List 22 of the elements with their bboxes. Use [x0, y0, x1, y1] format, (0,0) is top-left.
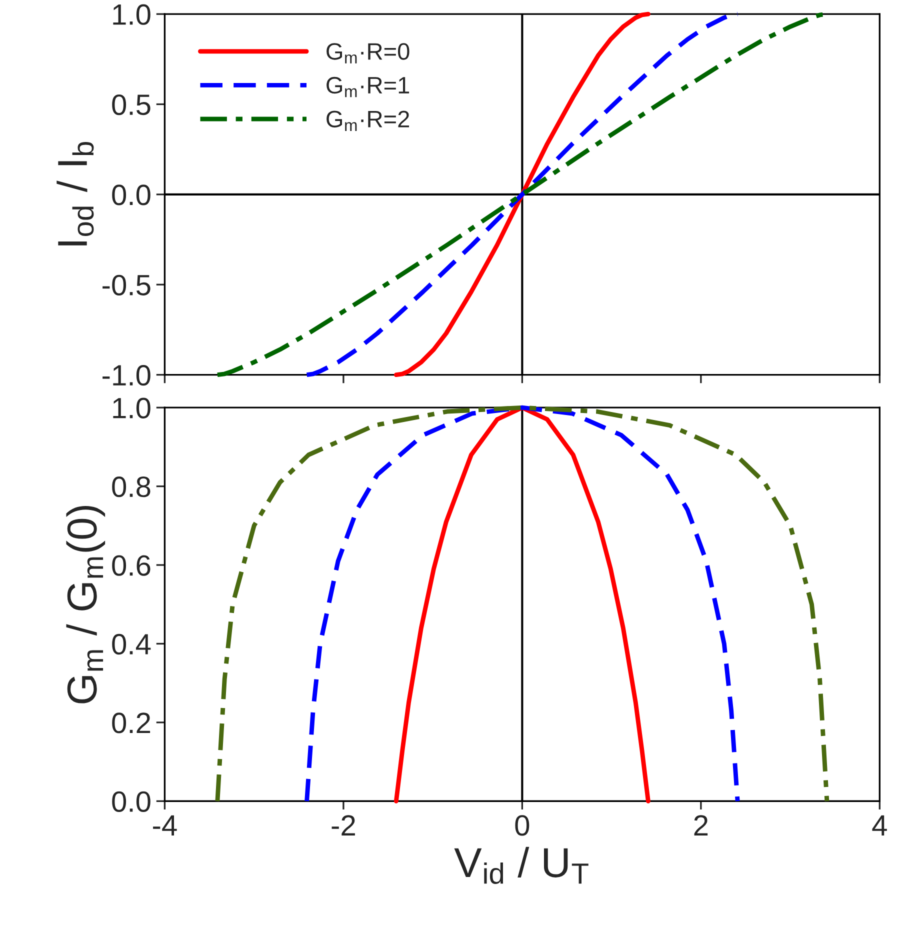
legend-label: G$_{m}$·R=0	[326, 43, 410, 64]
y-tick-label: 0.6	[112, 555, 150, 576]
y-axis-title: G$_{m}$ / G$_{m}$(0)	[66, 506, 106, 704]
x-tick-label: -2	[332, 815, 355, 836]
legend-label: G$_{m}$·R=1	[326, 76, 410, 98]
y-tick-label: 1.0	[113, 398, 150, 418]
y-tick-label: 0.5	[112, 94, 150, 116]
legend-label: G$_{m}$·R=2	[326, 110, 410, 131]
y-tick-label: 0.0	[112, 184, 150, 206]
y-axis-title: I$_{od}$ / I$_{b}$	[56, 142, 94, 246]
y-tick-label: 1.0	[113, 4, 150, 25]
x-tick-label: 0	[515, 815, 530, 836]
y-tick-label: 0.8	[112, 476, 150, 498]
y-tick-label: 0.0	[112, 791, 150, 812]
y-tick-label: 0.4	[112, 634, 151, 655]
y-tick-label: 0.2	[112, 712, 150, 734]
x-axis-title: V$_{id}$ / U$_{T}$	[454, 846, 588, 884]
x-tick-label: 4	[872, 815, 887, 836]
y-tick-label: -0.5	[102, 274, 150, 296]
x-tick-label: 2	[694, 815, 708, 836]
x-tick-label: -4	[153, 815, 177, 836]
y-tick-label: -1.0	[102, 365, 150, 386]
